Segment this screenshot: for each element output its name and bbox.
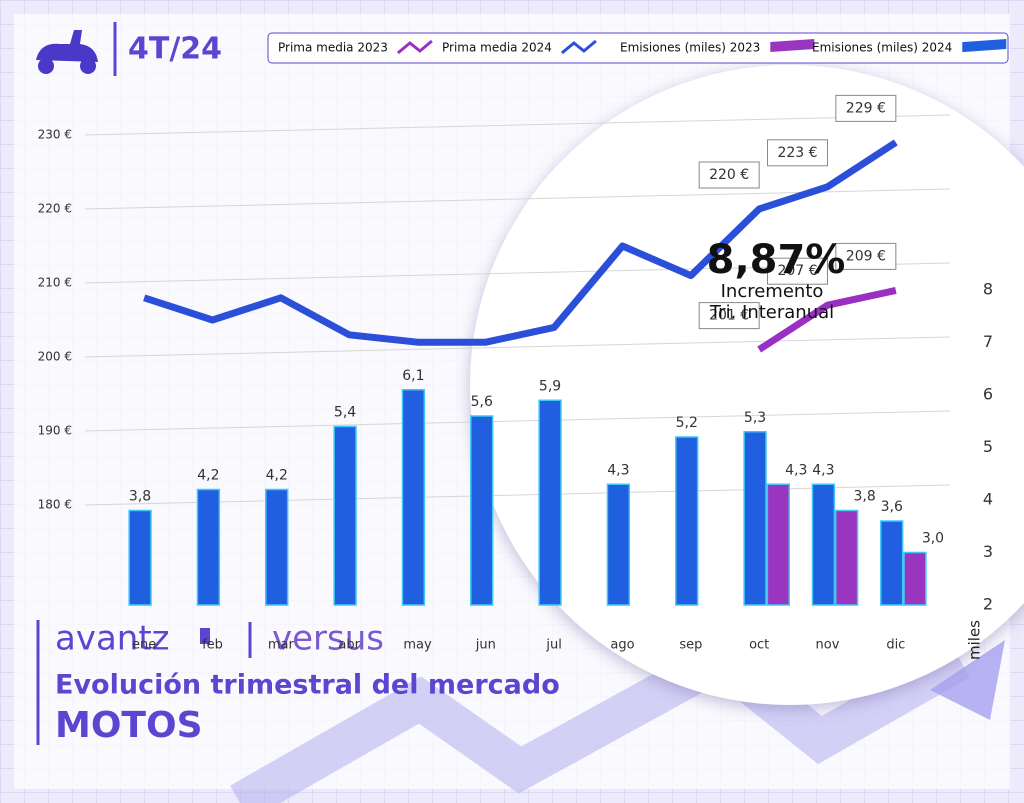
x-tick-label: dic xyxy=(886,638,905,653)
bar xyxy=(675,436,699,606)
data-label: 3,6 xyxy=(881,499,903,515)
bar xyxy=(333,425,357,606)
data-label: 5,3 xyxy=(744,410,766,426)
data-label: 4,3 xyxy=(812,462,834,478)
annotation: Tri. Interanual xyxy=(709,302,834,323)
data-label: 220 € xyxy=(709,167,749,183)
y-tick-label: 190 € xyxy=(38,424,72,438)
y2-tick-label: 3 xyxy=(983,542,993,561)
subtitle: Evolución trimestral del mercado xyxy=(55,670,560,701)
bar xyxy=(880,520,904,606)
bar xyxy=(766,483,790,606)
y-tick-label: 200 € xyxy=(38,350,72,364)
bar xyxy=(128,509,152,606)
data-label: 5,9 xyxy=(539,378,561,394)
y2-tick-label: 6 xyxy=(983,385,993,404)
period: 4T/24 xyxy=(128,32,222,67)
callout xyxy=(835,242,897,270)
data-label: 3,0 xyxy=(922,531,944,547)
data-label: 229 € xyxy=(846,100,886,116)
line xyxy=(143,139,898,346)
legend xyxy=(267,32,1009,64)
x-tick-label: may xyxy=(403,638,432,653)
x-tick-label: feb xyxy=(202,638,223,653)
x-tick-label: sep xyxy=(679,638,702,653)
data-label: 5,6 xyxy=(471,394,493,410)
legend-swatch xyxy=(770,38,815,53)
data-label: 3,8 xyxy=(129,489,151,505)
callout xyxy=(698,161,760,189)
legend-label: Prima media 2024 xyxy=(442,41,552,55)
data-label: 201 € xyxy=(709,308,749,324)
line xyxy=(757,286,897,353)
x-tick-label: oct xyxy=(749,638,769,653)
bar xyxy=(743,431,767,606)
data-label: 6,1 xyxy=(402,368,424,384)
bar xyxy=(811,483,836,606)
title: MOTOS xyxy=(55,705,203,746)
data-label: 4,3 xyxy=(785,462,807,478)
scooter-icon xyxy=(36,30,98,74)
bar xyxy=(196,488,221,606)
y2-tick-label: 7 xyxy=(983,332,993,351)
grid-line xyxy=(84,410,951,432)
x-tick-label: abr xyxy=(338,638,360,653)
annotation: 8,87% xyxy=(707,237,846,283)
callout xyxy=(698,302,760,330)
bar xyxy=(401,389,426,606)
y2-tick-label: 8 xyxy=(983,280,993,299)
brand-right: versus xyxy=(272,619,384,659)
callout xyxy=(835,94,897,122)
data-label: 3,8 xyxy=(854,489,876,505)
y2-axis-label: miles xyxy=(966,620,984,660)
data-label: 209 € xyxy=(846,248,886,264)
x-tick-label: nov xyxy=(816,638,840,653)
x-tick-label: jun xyxy=(475,638,496,653)
x-tick-label: mar xyxy=(268,638,295,653)
legend-label: Emisiones (miles) 2023 xyxy=(620,41,760,55)
brand-left: avantz xyxy=(55,619,170,659)
data-label: 4,2 xyxy=(266,468,288,484)
bar xyxy=(538,399,562,606)
data-label: 223 € xyxy=(777,145,817,161)
x-tick-label: ago xyxy=(610,638,634,653)
bar xyxy=(903,551,927,606)
annotation: Incremento xyxy=(721,281,824,302)
data-label: 4,3 xyxy=(607,462,629,478)
y2-tick-label: 4 xyxy=(983,490,993,509)
callout xyxy=(767,139,828,167)
y-tick-label: 210 € xyxy=(38,276,72,290)
bar xyxy=(265,488,289,606)
grid-line xyxy=(84,336,951,358)
legend-swatch xyxy=(962,38,1007,53)
grid-line xyxy=(84,114,951,136)
data-label: 5,4 xyxy=(334,405,356,421)
deco-arrow xyxy=(230,636,970,803)
y-tick-label: 180 € xyxy=(38,498,72,512)
data-label: 207 € xyxy=(777,263,817,279)
bar xyxy=(470,415,494,606)
legend-swatch xyxy=(560,39,597,55)
y-tick-label: 220 € xyxy=(38,202,72,216)
data-label: 5,2 xyxy=(676,415,698,431)
brand-mark xyxy=(200,628,210,644)
y2-tick-label: 5 xyxy=(983,437,993,456)
bar xyxy=(606,483,631,606)
y-tick-label: 230 € xyxy=(38,128,72,142)
legend-label: Prima media 2023 xyxy=(278,41,388,55)
y2-tick-label: 2 xyxy=(983,595,993,614)
legend-swatch xyxy=(396,39,433,55)
deco-arrowhead xyxy=(930,640,1005,720)
legend-label: Emisiones (miles) 2024 xyxy=(812,41,952,55)
data-label: 4,2 xyxy=(197,468,219,484)
grid-line xyxy=(84,484,951,506)
callout xyxy=(767,257,828,285)
bar xyxy=(834,509,859,606)
x-tick-label: ene xyxy=(132,638,156,653)
x-tick-label: jul xyxy=(545,638,561,653)
